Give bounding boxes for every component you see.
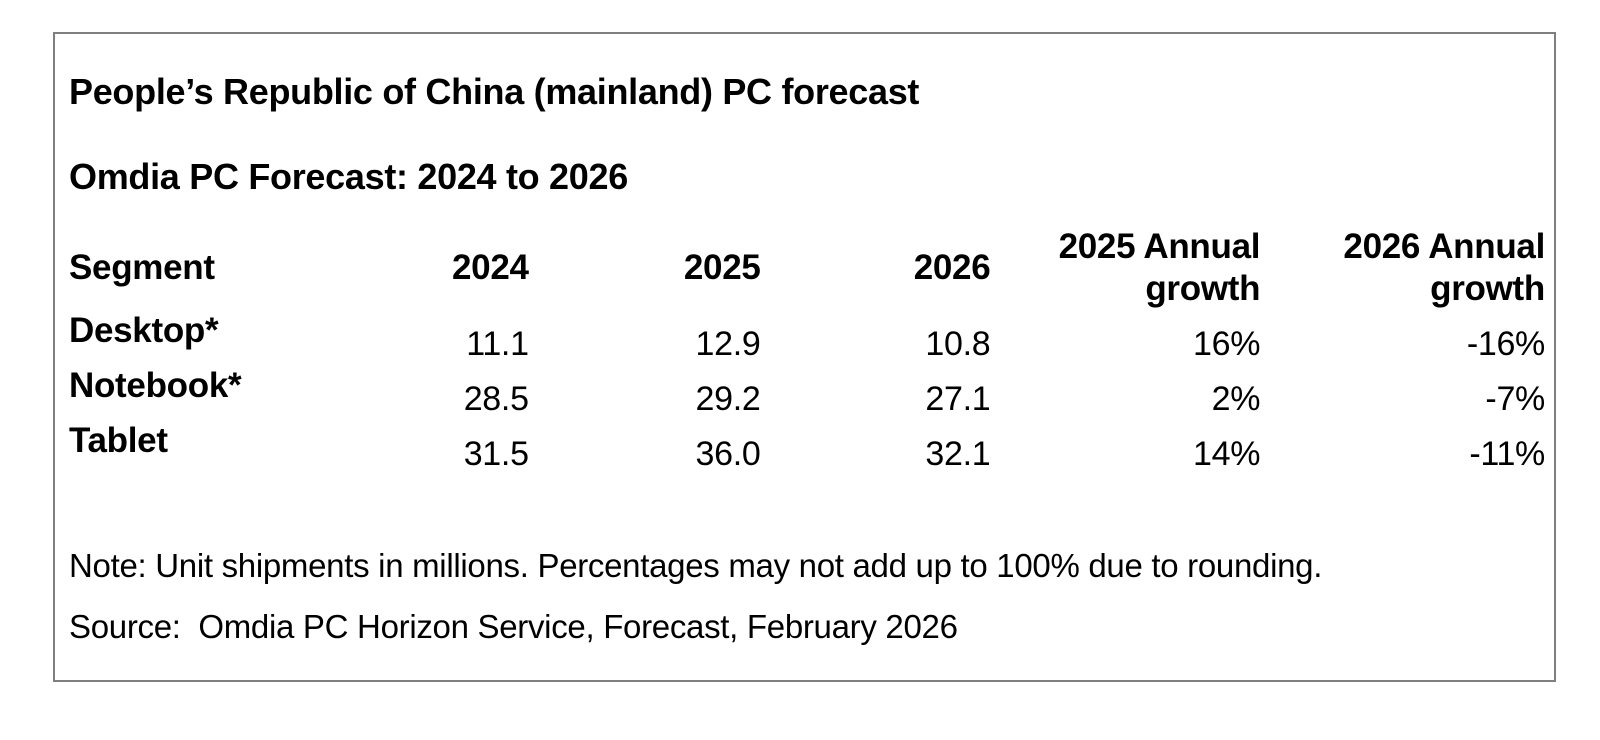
tablet-2026-value: 32.1 (925, 435, 991, 473)
column-header-2026-label: 2026 (913, 248, 991, 287)
tablet-2024-value: 31.5 (463, 435, 529, 473)
notebook-2024-value: 28.5 (463, 380, 529, 418)
column-header-2026: 2026 (761, 247, 991, 289)
column-header-2024-label: 2024 (452, 248, 529, 287)
notebook-2025-value: 29.2 (695, 380, 761, 418)
column-header-2025-growth: 2025 Annual growth (990, 226, 1261, 310)
row-label-tablet: Tablet (69, 421, 168, 460)
desktop-2025-value: 12.9 (695, 325, 761, 363)
desktop-2026-growth-value: -16% (1466, 325, 1545, 363)
source-text: Source: Omdia PC Horizon Service, Foreca… (69, 608, 958, 645)
column-header-2025: 2025 (529, 247, 761, 289)
note-text: Note: Unit shipments in millions. Percen… (69, 547, 1323, 584)
row-label-notebook: Notebook* (69, 366, 242, 405)
table-row-desktop: Desktop* 11.1 12.9 10.8 16% -16% (69, 310, 1545, 365)
notebook-2025-growth-value: 2% (1211, 380, 1261, 418)
column-header-segment-label: Segment (69, 248, 215, 287)
page-title: People’s Republic of China (mainland) PC… (69, 71, 920, 112)
tablet-2025-value: 36.0 (695, 435, 761, 473)
column-header-2026-growth-label: 2026 Annual growth (1343, 227, 1545, 308)
table-row-notebook: Notebook* 28.5 29.2 27.1 2% -7% (69, 365, 1545, 420)
desktop-2026-value: 10.8 (925, 325, 991, 363)
desktop-2024-value: 11.1 (466, 325, 529, 363)
desktop-2025-growth-value: 16% (1193, 325, 1261, 363)
column-header-2025-growth-label: 2025 Annual growth (1058, 227, 1261, 308)
table-header-row: Segment 2024 2025 2026 2025 Annual growt… (69, 226, 1545, 310)
table-title: Omdia PC Forecast: 2024 to 2026 (69, 156, 628, 197)
notebook-2026-growth-value: -7% (1485, 380, 1545, 418)
tablet-2025-growth-value: 14% (1193, 435, 1261, 473)
forecast-table: Segment 2024 2025 2026 2025 Annual growt… (69, 226, 1545, 475)
table-row-tablet: Tablet 31.5 36.0 32.1 14% -11% (69, 420, 1545, 475)
notebook-2026-value: 27.1 (925, 380, 991, 418)
column-header-segment: Segment (69, 247, 399, 289)
column-header-2025-label: 2025 (683, 248, 761, 287)
forecast-document-frame: People’s Republic of China (mainland) PC… (53, 32, 1556, 682)
row-label-desktop: Desktop* (69, 311, 219, 350)
column-header-2026-growth: 2026 Annual growth (1260, 226, 1545, 310)
column-header-2024: 2024 (399, 247, 529, 289)
tablet-2026-growth-value: -11% (1469, 435, 1545, 473)
